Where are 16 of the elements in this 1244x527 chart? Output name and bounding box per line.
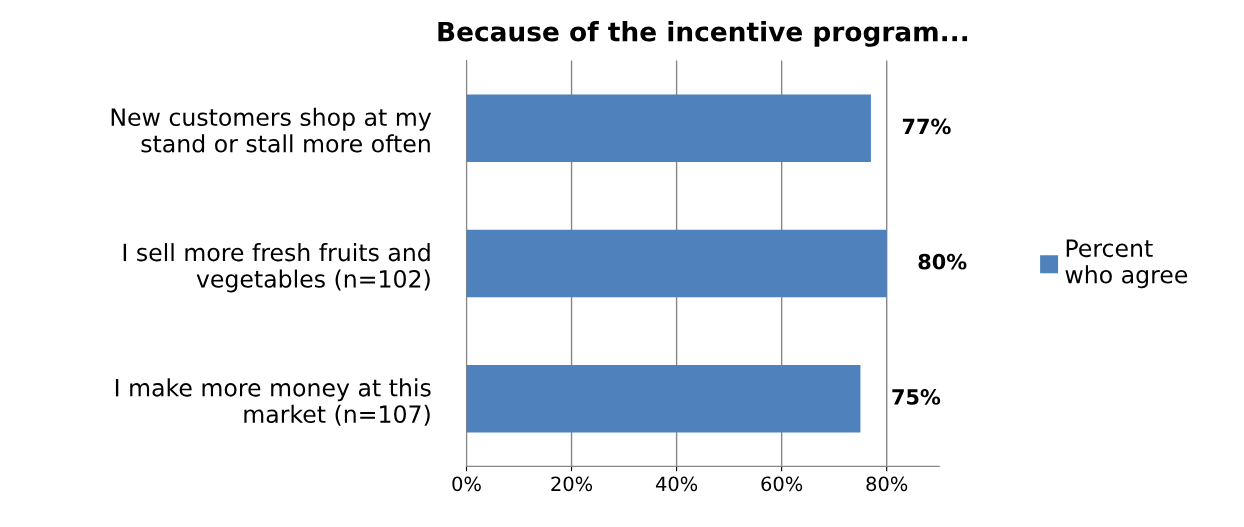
bar — [466, 364, 861, 433]
legend-label: Percent who agree — [1065, 239, 1188, 289]
x-tick-label: 40% — [655, 476, 698, 492]
data-label: 75% — [892, 389, 941, 405]
data-label: 80% — [918, 253, 967, 270]
bar — [466, 229, 887, 298]
data-label: 77% — [902, 118, 951, 135]
y-tick-label: I make more money at this market (n=107) — [115, 378, 431, 426]
x-tick-label: 0% — [452, 476, 481, 492]
bar — [466, 94, 871, 163]
y-tick-label: New customers shop at my stand or stall more often — [111, 107, 432, 153]
x-tick-label: 60% — [761, 476, 803, 492]
y-tick-label: I sell more fresh fruits and vegetables (n=102) — [123, 243, 430, 293]
chart-title: Because of the incentive program... — [438, 21, 968, 47]
x-tick-label: 20% — [551, 476, 593, 492]
x-tick-label: 80% — [866, 476, 908, 492]
